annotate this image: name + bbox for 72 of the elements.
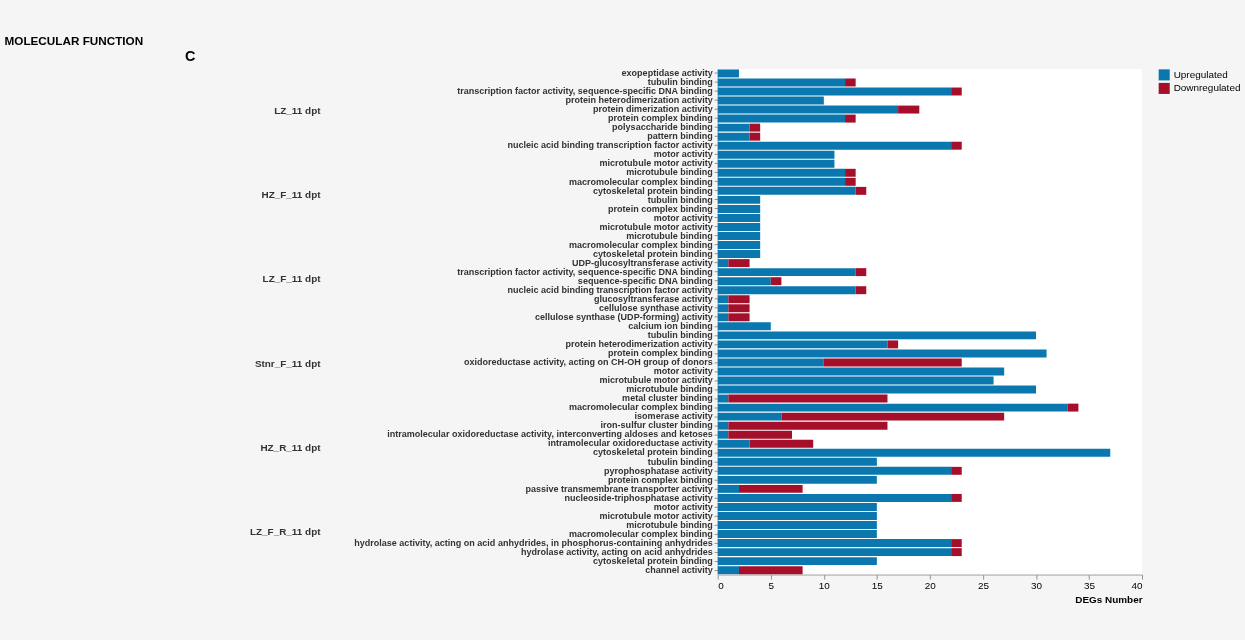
y-tick-label: microtubule motor activity [599,221,713,232]
bar [887,340,899,349]
y-tick-label: microtubule binding [626,230,713,241]
y-tick-label: UDP-glucosyltransferase activity [571,257,713,268]
y-tick-label: intramolecular oxidoreductase activity, interconverting aldoses and ketoses [387,429,713,440]
bar [738,566,803,575]
text: LZ_F_11 dpt [262,273,322,285]
y-tick-label: motor activity [653,501,713,512]
y-tick-label: cytoskeletal protein binding [593,555,713,566]
y-tick-label: sequence-specific DNA binding [577,275,713,286]
bar [898,105,920,114]
y-tick-label: protein complex binding [608,474,713,485]
bar [728,394,888,403]
bar [855,268,867,277]
y-tick-label: channel activity [645,564,713,575]
bar [951,141,962,150]
y-tick-label: microtubule binding [626,167,713,178]
x-tick-label: 30 [1030,580,1043,592]
y-tick-label: cytoskeletal protein binding [593,185,713,196]
y-tick-label: hydrolase activity, acting on acid anhydrides, in phosphorus-containing anhydrides [354,537,713,548]
bar [738,484,803,493]
y-tick-label: nucleoside-triphosphatase activity [564,492,713,503]
y-tick-label: macromolecular complex binding [568,528,713,539]
text: HZ_F_11 dpt [261,189,322,201]
y-tick-label: macromolecular complex binding [568,176,713,187]
y-tick-label: hydrolase activity, acting on acid anhydrides [521,546,713,557]
text: Stnr_F_11 dpt [254,357,322,369]
x-axis-title: DEGs Number [1075,594,1143,606]
x-tick-label: 25 [977,580,990,592]
text: HZ_R_11 dpt [260,441,322,453]
legend-label: Downregulated [1173,82,1241,94]
y-tick-label: microtubule binding [626,519,713,530]
bar [1067,403,1079,412]
y-tick-label: cytoskeletal protein binding [593,248,713,259]
x-tick-label: 0 [718,580,725,592]
bar [855,186,867,195]
x-tick-label: 20 [924,580,937,592]
y-tick-label: motor activity [653,366,713,377]
bar [951,87,962,96]
y-tick-label: protein complex binding [608,203,713,214]
y-tick-label: tubulin binding [647,194,713,205]
text: LZ_11 dpt [274,104,322,116]
y-tick-label: passive transmembrane transporter activity [525,483,713,494]
legend-label: Upregulated [1173,68,1228,80]
y-tick-label: microtubule motor activity [599,510,713,521]
text: MOLECULAR FUNCTION [4,33,144,47]
x-tick-label: 40 [1131,580,1143,592]
text: C [185,47,197,64]
y-tick-label: microtubule motor activity [599,158,713,169]
x-tick-label: 10 [818,580,831,592]
text: LZ_F_R_11 dpt [249,526,322,538]
bar [845,114,856,123]
y-tick-label: tubulin binding [647,456,713,467]
bar [728,259,750,268]
y-tick-label: motor activity [653,212,713,223]
bar [770,277,782,286]
y-tick-label: nucleic acid binding transcription factor activity [507,284,713,295]
bar [951,493,962,502]
y-tick-label: pyrophosphatase activity [604,465,713,476]
y-tick-label: motor activity [653,149,713,160]
bar [845,78,856,87]
x-tick-label: 15 [871,580,884,592]
y-tick-label: cytoskeletal protein binding [593,447,713,458]
y-tick-label: exopeptidase activity [621,68,713,79]
bar [951,466,962,475]
y-tick-label: macromolecular complex binding [568,239,713,250]
bar [823,358,962,367]
x-tick-label: 35 [1083,580,1096,592]
x-tick-label: 5 [768,580,775,592]
y-tick-label: transcription factor activity, sequence-specific DNA binding [457,266,713,277]
y-tick-label: intramolecular oxidoreductase activity [547,438,713,449]
bar [855,286,867,295]
